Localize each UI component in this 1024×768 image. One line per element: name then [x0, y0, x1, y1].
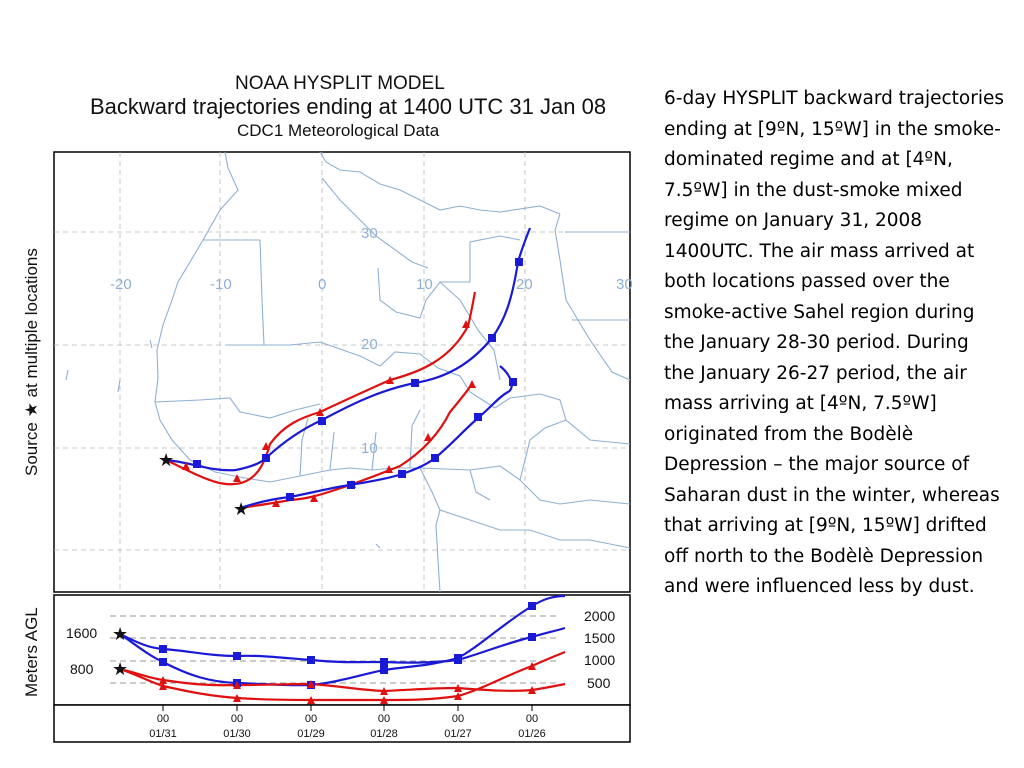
blue-square-marker	[286, 493, 294, 501]
red-triangle-marker	[233, 474, 241, 482]
blue-square-marker	[380, 658, 388, 666]
level-label: 1500	[584, 630, 615, 646]
blue-square-marker	[509, 378, 517, 386]
lat-label: 30	[361, 225, 378, 242]
coastline	[65, 151, 631, 593]
lon-label: -10	[210, 276, 232, 293]
level-label: 1000	[584, 652, 615, 668]
time-tick-hour: 00	[305, 713, 317, 725]
height-trajectory-blue-2	[119, 594, 566, 687]
graticule	[54, 152, 630, 592]
blue-square-marker	[454, 654, 462, 662]
time-tick-hour: 00	[378, 713, 390, 725]
source-star-icon: ★	[112, 624, 128, 644]
height-markers: ★ ★	[112, 602, 536, 704]
time-tick-hour: 00	[526, 713, 538, 725]
red-triangle-marker	[385, 465, 393, 473]
lon-label: 0	[318, 276, 326, 293]
lon-label: 10	[416, 276, 433, 293]
lat-labels: 30 20 10	[361, 225, 378, 457]
source-height-label: 1600	[66, 625, 97, 641]
time-tick-date: 01/28	[370, 728, 398, 740]
lon-labels: -20 -10 0 10 20 30	[110, 276, 633, 293]
red-triangle-marker	[380, 696, 388, 704]
blue-square-marker	[398, 470, 406, 478]
blue-square-marker	[307, 656, 315, 664]
red-triangle-marker	[310, 494, 318, 502]
blue-square-marker	[347, 481, 355, 489]
figure-title: Backward trajectories ending at 1400 UTC…	[90, 94, 607, 119]
red-triangle-marker	[528, 686, 536, 694]
red-triangle-marker	[262, 442, 270, 450]
blue-square-marker	[233, 652, 241, 660]
data-source: CDC1 Meteorological Data	[237, 121, 440, 140]
height-trajectory-blue-1	[119, 626, 566, 664]
time-tick-hour: 00	[231, 713, 243, 725]
red-triangle-marker	[424, 433, 432, 441]
red-triangle-marker	[528, 662, 536, 670]
blue-square-marker	[159, 658, 167, 666]
source-star-icon: ★	[158, 450, 174, 470]
blue-square-marker	[474, 413, 482, 421]
red-triangle-marker	[462, 320, 470, 328]
red-triangle-marker	[386, 376, 394, 384]
blue-square-marker	[488, 334, 496, 342]
red-triangle-marker	[159, 682, 167, 690]
blue-square-marker	[515, 258, 523, 266]
time-tick-date: 01/31	[149, 728, 177, 740]
trajectory-blue-2	[239, 365, 513, 510]
height-trajectory-red-2	[119, 650, 566, 702]
height-panel: 1600 800 2000 1500 1000 500	[53, 594, 631, 706]
source-star-icon: ★	[233, 499, 249, 519]
red-triangle-marker	[454, 692, 462, 700]
blue-square-marker	[528, 633, 536, 641]
blue-square-marker	[380, 666, 388, 674]
source-height-label: 800	[70, 661, 94, 677]
time-tick-date: 01/26	[518, 728, 546, 740]
blue-square-marker	[262, 454, 270, 462]
red-triangle-marker	[233, 694, 241, 702]
blue-square-marker	[193, 460, 201, 468]
red-triangle-marker	[307, 680, 315, 688]
red-triangle-marker	[159, 676, 167, 684]
level-label: 2000	[584, 608, 615, 624]
red-triangle-marker	[380, 687, 388, 695]
blue-square-marker	[431, 454, 439, 462]
model-name: NOAA HYSPLIT MODEL	[235, 73, 445, 94]
red-triangle-marker	[454, 684, 462, 692]
red-triangle-marker	[316, 408, 324, 416]
map-panel: -20 -10 0 10 20 30 30 20 10	[53, 151, 633, 593]
time-tick-hour: 00	[452, 713, 464, 725]
lat-label: 10	[361, 440, 378, 457]
red-triangle-marker	[272, 499, 280, 507]
red-triangle-marker	[307, 696, 315, 704]
source-star-icon: ★	[112, 659, 128, 679]
lon-label: 30	[616, 276, 633, 293]
time-tick-date: 01/30	[223, 728, 251, 740]
height-trajectory-red-1	[119, 667, 566, 693]
lon-label: -20	[110, 276, 132, 293]
lat-label: 20	[361, 336, 378, 353]
time-tick-hour: 00	[157, 713, 169, 725]
figure-caption: 6-day HYSPLIT backward trajectories endi…	[664, 88, 1004, 597]
level-label: 500	[587, 675, 611, 691]
lon-label: 20	[516, 276, 533, 293]
blue-square-marker	[411, 379, 419, 387]
red-triangle-marker	[182, 462, 190, 470]
blue-square-marker	[528, 602, 536, 610]
red-triangle-marker	[468, 380, 476, 388]
trajectory-blue-1	[165, 227, 532, 472]
red-triangle-marker	[233, 681, 241, 689]
time-tick-date: 01/27	[444, 728, 472, 740]
time-axis-panel: 00 01/31 00 01/30 00 01/29 00 01/28 00 0…	[53, 704, 631, 743]
blue-square-marker	[159, 645, 167, 653]
time-tick-date: 01/29	[297, 728, 325, 740]
height-trajectories	[119, 594, 566, 702]
blue-square-marker	[318, 417, 326, 425]
map-markers: ★ ★	[158, 258, 523, 519]
